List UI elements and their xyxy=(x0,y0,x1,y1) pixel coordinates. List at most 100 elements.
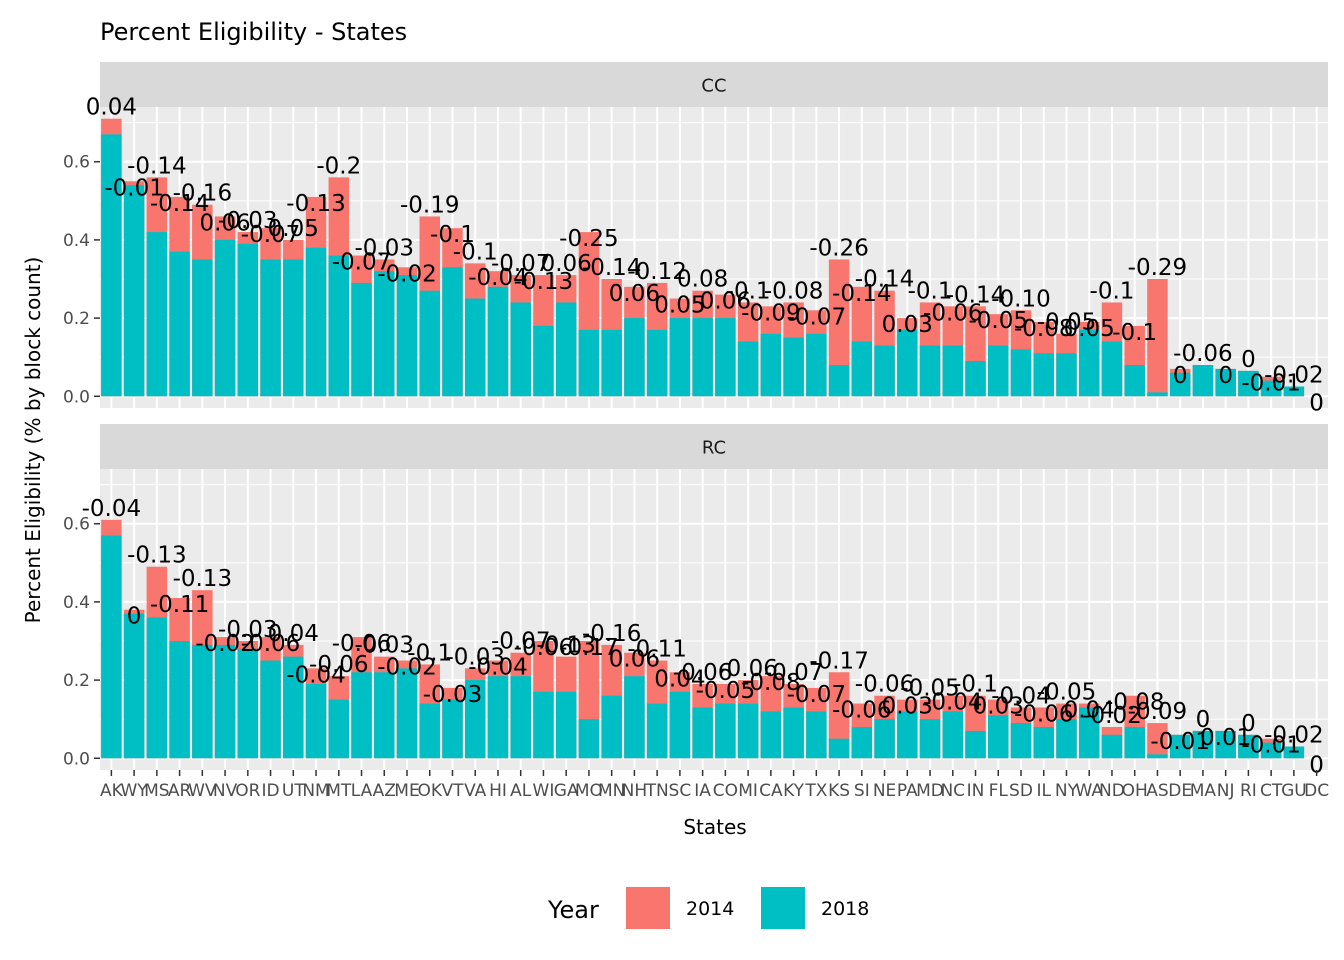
bar-2018-MI xyxy=(737,703,759,759)
data-label-VA: -0.1 xyxy=(453,239,498,265)
data-label-OH: -0.1 xyxy=(1112,320,1157,346)
data-label-UT: 0.05 xyxy=(268,216,319,242)
x-tick-label-WV: WV xyxy=(188,781,217,801)
bar-2018-IA xyxy=(692,318,713,397)
bar-2018-TN xyxy=(646,703,668,759)
bar-2018-NE xyxy=(874,719,895,759)
data-label-MA: -0.06 xyxy=(1173,341,1233,367)
bar-2018-IL xyxy=(1033,727,1054,759)
data-label-AL: -0.07 xyxy=(491,629,551,655)
x-tick-label-NJ: NJ xyxy=(1217,781,1235,801)
x-tick-label-ND: ND xyxy=(1099,781,1125,801)
bar-2018-AK xyxy=(101,535,122,759)
bar-2018-FL xyxy=(988,345,1009,397)
x-tick-label-DE: DE xyxy=(1168,781,1192,801)
bar-2018-AR xyxy=(169,641,190,759)
y-tick-label: 0.2 xyxy=(63,671,90,691)
data-label-IL: -0.06 xyxy=(1014,701,1074,727)
bar-2018-WY xyxy=(123,613,145,759)
data-label-OR: -0.03 xyxy=(218,617,278,643)
chart-title: Percent Eligibility - States xyxy=(100,18,407,46)
x-tick-label-VA: VA xyxy=(464,781,487,801)
data-label-IN: -0.1 xyxy=(953,672,998,698)
panel-background xyxy=(100,107,1328,408)
bar-2018-AS xyxy=(1147,392,1168,397)
bar-2018-DE xyxy=(1169,372,1191,397)
x-tick-label-TX: TX xyxy=(804,781,827,801)
x-tick-label-GA: GA xyxy=(554,781,579,801)
bar-2018-LA xyxy=(351,672,372,759)
data-label-WY: -0.01 xyxy=(104,175,164,201)
x-tick-label-KS: KS xyxy=(828,781,850,801)
x-tick-label-UT: UT xyxy=(282,781,305,801)
x-tick-label-MA: MA xyxy=(1190,781,1217,801)
x-tick-label-SI: SI xyxy=(854,781,870,801)
bar-2018-ID xyxy=(260,660,281,759)
bar-2018-ND xyxy=(1101,341,1123,397)
data-label-MS: -0.14 xyxy=(127,153,187,179)
data-label-GA: 0.06 xyxy=(541,251,592,277)
facet-strip xyxy=(100,424,1328,469)
data-label-MN: -0.14 xyxy=(582,255,642,281)
data-label-OH: -0.08 xyxy=(1105,690,1165,716)
bar-2018-AL xyxy=(510,302,531,397)
data-label-AR: -0.14 xyxy=(150,191,210,217)
data-label-CO: -0.05 xyxy=(696,678,756,704)
x-tick-label-KY: KY xyxy=(783,781,805,801)
bar-2018-MD xyxy=(919,719,941,759)
y-axis-title: Percent Eligibility (% by block count) xyxy=(21,257,45,624)
data-label-VA: -0.03 xyxy=(445,644,505,670)
data-label-MO: -0.17 xyxy=(559,635,619,661)
data-label-CT: -0.01 xyxy=(1241,733,1301,759)
x-tick-label-FL: FL xyxy=(989,781,1009,801)
x-tick-label-CA: CA xyxy=(759,781,783,801)
bar-2018-NY xyxy=(1056,719,1077,759)
bar-2018-VA xyxy=(464,298,486,397)
facet-strip xyxy=(100,62,1328,107)
x-tick-label-SD: SD xyxy=(1009,781,1033,801)
bar-2018-IA xyxy=(692,707,713,759)
data-label-NY: -0.05 xyxy=(1037,680,1097,706)
data-label-WI: -0.06 xyxy=(514,635,574,661)
x-tick-label-CT: CT xyxy=(1260,781,1283,801)
bar-2018-WA xyxy=(1078,329,1100,397)
y-tick-label: 0.0 xyxy=(63,387,90,407)
x-tick-label-TN: TN xyxy=(645,781,669,801)
data-label-TN: -0.11 xyxy=(627,637,687,663)
bar-2018-NM xyxy=(305,247,327,397)
bar-2018-KS xyxy=(828,738,850,759)
y-tick-label: 0.6 xyxy=(63,515,90,535)
data-label-NJ: 0 xyxy=(1218,363,1233,389)
data-label-VT: -0.03 xyxy=(423,682,483,708)
bar-2018-MT xyxy=(328,699,350,759)
facet-strip-label: RC xyxy=(702,438,726,459)
bar-2018-CO xyxy=(715,318,736,397)
bar-2018-DE xyxy=(1169,734,1191,759)
data-label-CA: -0.08 xyxy=(741,670,801,696)
y-tick-label: 0.4 xyxy=(63,231,90,251)
bar-2018-NJ xyxy=(1215,730,1236,759)
data-label-NC: -0.06 xyxy=(923,300,983,326)
x-tick-label-AZ: AZ xyxy=(373,781,396,801)
data-label-MI: -0.06 xyxy=(718,656,778,682)
y-tick-label: 0.6 xyxy=(63,153,90,173)
bar-2018-CA xyxy=(760,711,782,759)
data-label-KS: -0.26 xyxy=(809,235,869,261)
bar-2018-SI xyxy=(851,341,873,397)
data-label-NM: -0.13 xyxy=(286,191,346,217)
data-label-MS: -0.13 xyxy=(127,543,187,569)
data-label-MI: -0.1 xyxy=(726,278,771,304)
data-label-CA: -0.09 xyxy=(741,300,801,326)
bar-2018-GA xyxy=(555,691,577,759)
x-tick-label-NC: NC xyxy=(940,781,965,801)
x-tick-label-MD: MD xyxy=(916,781,944,801)
x-tick-label-MO: MO xyxy=(575,781,603,801)
data-label-KY: -0.07 xyxy=(764,660,824,686)
data-label-NV: 0.06 xyxy=(199,210,250,236)
data-label-IA: 0.08 xyxy=(677,267,728,293)
data-label-PA: 0.03 xyxy=(882,694,933,720)
bar-2018-GA xyxy=(555,302,577,397)
bar-2018-MT xyxy=(328,255,350,397)
bar-2018-PA xyxy=(897,329,918,397)
x-tick-label-AK: AK xyxy=(100,781,124,801)
